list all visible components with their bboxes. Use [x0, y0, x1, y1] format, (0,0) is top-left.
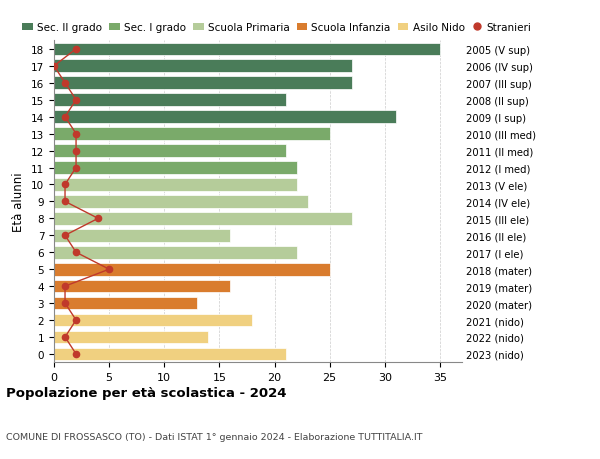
Bar	[54, 213, 352, 225]
Bar	[54, 162, 296, 174]
Text: COMUNE DI FROSSASCO (TO) - Dati ISTAT 1° gennaio 2024 - Elaborazione TUTTITALIA.: COMUNE DI FROSSASCO (TO) - Dati ISTAT 1°…	[6, 431, 422, 441]
Y-axis label: Età alunni: Età alunni	[13, 172, 25, 232]
Bar	[54, 230, 230, 242]
Bar	[54, 263, 329, 276]
Bar	[54, 314, 253, 327]
Bar	[54, 77, 352, 90]
Bar	[54, 44, 440, 56]
Bar	[54, 297, 197, 310]
Bar	[54, 246, 296, 259]
Bar	[54, 196, 308, 208]
Bar	[54, 60, 352, 73]
Bar	[54, 145, 286, 157]
Bar	[54, 179, 296, 191]
Bar	[54, 128, 329, 140]
Text: Popolazione per età scolastica - 2024: Popolazione per età scolastica - 2024	[6, 386, 287, 399]
Bar	[54, 331, 208, 344]
Legend: Sec. II grado, Sec. I grado, Scuola Primaria, Scuola Infanzia, Asilo Nido, Stran: Sec. II grado, Sec. I grado, Scuola Prim…	[22, 23, 532, 33]
Bar	[54, 280, 230, 293]
Bar	[54, 348, 286, 360]
Bar	[54, 94, 286, 107]
Bar	[54, 111, 396, 124]
